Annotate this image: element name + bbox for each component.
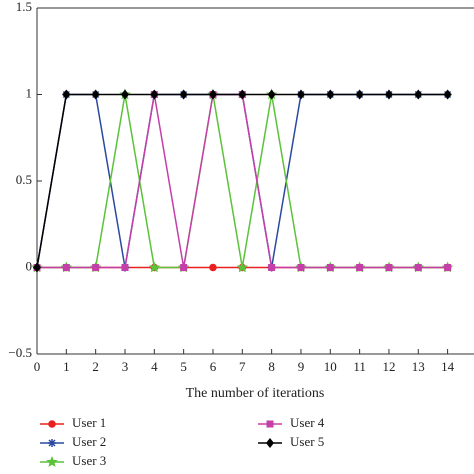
marker [62, 89, 71, 100]
marker [297, 264, 305, 271]
x-tick-label: 6 [210, 359, 217, 374]
marker [444, 264, 452, 271]
legend-label: User 1 [72, 415, 106, 430]
y-tick-label: −0.5 [8, 345, 32, 360]
y-tick-label: 1 [26, 85, 33, 100]
marker [268, 264, 276, 271]
x-tick-label: 13 [412, 359, 425, 374]
series-line [36, 93, 448, 268]
marker [121, 264, 129, 271]
marker [209, 263, 217, 272]
marker [180, 264, 188, 271]
x-tick-label: 3 [122, 359, 129, 374]
marker [48, 420, 56, 428]
marker [266, 438, 274, 448]
x-tick-label: 2 [92, 359, 99, 374]
marker [385, 264, 393, 271]
legend-label: User 3 [72, 453, 106, 468]
x-tick-label: 8 [268, 359, 275, 374]
y-tick-label: 0.5 [16, 172, 32, 187]
y-tick-label: 1.5 [16, 0, 32, 14]
marker [236, 261, 249, 273]
x-tick-label: 1 [63, 359, 70, 374]
x-tick-label: 5 [180, 359, 187, 374]
marker [356, 264, 364, 271]
marker [326, 89, 335, 100]
marker [326, 264, 334, 271]
x-tick-label: 9 [298, 359, 305, 374]
marker [92, 264, 100, 271]
marker [414, 89, 423, 100]
x-tick-label: 12 [382, 359, 395, 374]
marker [238, 89, 247, 100]
legend-label: User 2 [72, 434, 106, 449]
marker [48, 439, 56, 447]
marker [267, 89, 276, 100]
x-tick-label: 14 [441, 359, 455, 374]
legend-label: User 4 [290, 415, 325, 430]
legend-label: User 5 [290, 434, 324, 449]
marker [296, 89, 305, 100]
x-tick-label: 10 [324, 359, 337, 374]
series-line [37, 93, 448, 269]
x-tick-label: 0 [34, 359, 41, 374]
marker [33, 262, 41, 273]
marker [443, 89, 452, 100]
x-axis-label: The number of iterations [186, 386, 325, 401]
marker [384, 89, 393, 100]
marker [150, 89, 159, 100]
marker [91, 89, 100, 100]
marker [46, 456, 58, 467]
y-tick-label: 0 [26, 258, 33, 273]
series-line [36, 93, 448, 268]
series-line [37, 94, 448, 269]
marker [414, 264, 422, 271]
x-tick-label: 11 [353, 359, 366, 374]
marker [179, 89, 188, 100]
x-tick-label: 4 [151, 359, 158, 374]
marker [62, 264, 70, 271]
marker [266, 420, 274, 428]
x-tick-label: 7 [239, 359, 246, 374]
marker [355, 89, 364, 100]
marker [120, 89, 129, 100]
marker [148, 261, 161, 273]
marker [208, 89, 217, 100]
